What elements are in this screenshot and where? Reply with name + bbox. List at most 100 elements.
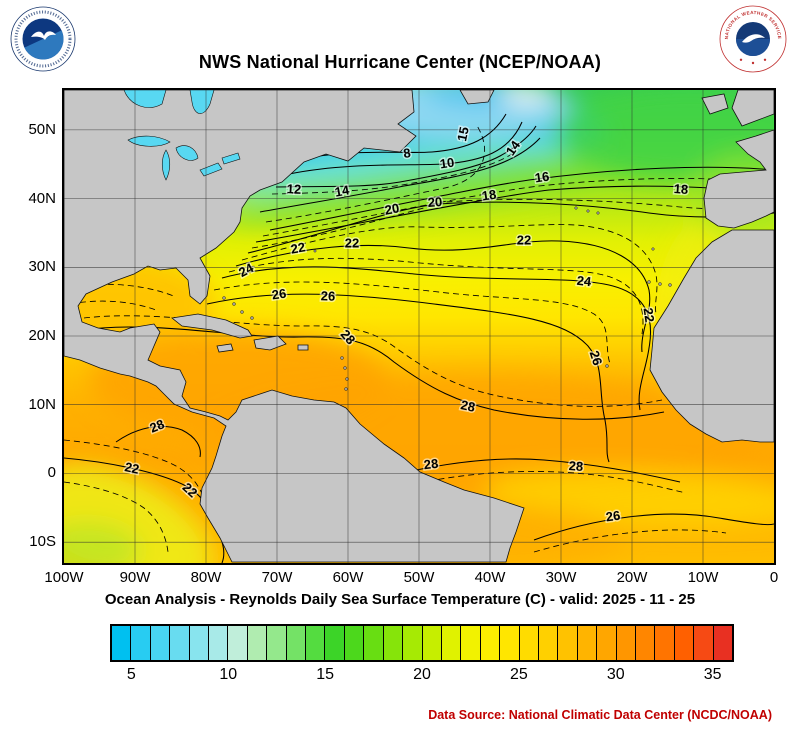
colorbar-cell (479, 626, 500, 660)
temperature-colorbar (110, 624, 734, 662)
colorbar-tick-label: 15 (316, 666, 335, 683)
colorbar-cell (285, 626, 306, 660)
contour-label: 20 (427, 194, 442, 210)
hudson-bay (123, 90, 167, 108)
lake-erie (199, 162, 223, 177)
lat-lon-grid (64, 90, 774, 563)
lon-tick-label: 30W (545, 569, 577, 586)
lon-tick-label: 70W (261, 569, 293, 586)
contour-label: 18 (481, 187, 497, 204)
colorbar-tick-label: 35 (703, 666, 722, 683)
lake-michigan (161, 149, 171, 181)
colorbar-cell (402, 626, 422, 660)
lat-tick-label: 0 (47, 464, 56, 482)
colorbar-cell (440, 626, 461, 660)
colorbar-cell (324, 626, 344, 660)
colorbar-scale: 5 10 15 20 25 30 35 (112, 666, 732, 688)
lakes-and-bays (123, 90, 241, 181)
colorbar-tick-label: 5 (126, 666, 136, 683)
colorbar-cell (615, 626, 635, 660)
greenland (459, 90, 495, 105)
colorbar-cell (343, 626, 364, 660)
lat-tick-label: 10S (29, 533, 56, 551)
colorbar-cell (130, 626, 150, 660)
contour-label: 12 (286, 181, 301, 197)
hispaniola (253, 335, 287, 351)
lon-tick-label: 20W (616, 569, 648, 586)
nws-star-icon (763, 58, 767, 61)
contour-label: 22 (290, 239, 307, 256)
contour-label: 28 (423, 456, 439, 472)
jamaica (216, 343, 234, 353)
lon-tick-label: 10W (687, 569, 719, 586)
colorbar-cell (634, 626, 655, 660)
lon-tick-label: 90W (119, 569, 151, 586)
lon-tick-label: 0 (769, 569, 779, 586)
colorbar-cell (382, 626, 403, 660)
contour-label: 24 (576, 273, 593, 290)
colorbar-cell (246, 626, 267, 660)
contour-label: 26 (271, 286, 287, 303)
colorbar-cell (149, 626, 170, 660)
page-title: NWS National Hurricane Center (NCEP/NOAA… (198, 52, 602, 72)
contour-label: 26 (605, 508, 621, 525)
colorbar-cell (518, 626, 538, 660)
nws-bird-icon (742, 34, 765, 43)
europe-iberia (703, 129, 774, 229)
lon-tick-label: 40W (474, 569, 506, 586)
lat-tick-label: 40N (28, 189, 56, 207)
contour-label: 15 (454, 125, 472, 142)
lat-tick-label: 20N (28, 327, 56, 345)
colorbar-cell (305, 626, 325, 660)
lon-tick-label: 50W (403, 569, 435, 586)
noaa-logo (10, 6, 76, 72)
colorbar-tick-label: 20 (413, 666, 431, 683)
colorbar-cell (208, 626, 228, 660)
nws-globe-sea (736, 39, 770, 56)
james-bay (189, 90, 215, 114)
colorbar-tick-label: 30 (606, 666, 625, 683)
ireland (701, 93, 729, 115)
colorbar-cell (421, 626, 441, 660)
lat-tick-label: 10N (28, 395, 56, 413)
colorbar-cell (654, 626, 674, 660)
nws-star-icon (739, 58, 743, 61)
contour-label: 14 (334, 182, 352, 199)
colorbar-cell (363, 626, 383, 660)
colorbar-cell (712, 626, 732, 660)
colorbar-cell (537, 626, 558, 660)
contour-label: 22 (345, 236, 359, 251)
colorbar-cell (499, 626, 519, 660)
contour-label: 22 (517, 233, 531, 248)
colorbar-cell (693, 626, 713, 660)
contour-label: 26 (587, 349, 606, 367)
lat-tick-label: 30N (28, 258, 56, 276)
colorbar-cell (188, 626, 209, 660)
contour-label: 22 (641, 307, 658, 323)
puerto-rico (297, 344, 309, 351)
map-frame: 8 10 12 14 14 15 16 18 18 20 20 22 22 22 22 24 24 26 26 26 2… (28, 88, 778, 586)
colorbar-cell (557, 626, 577, 660)
colorbar-cell (673, 626, 694, 660)
contour-label: 26 (321, 288, 336, 303)
lake-huron (175, 145, 199, 161)
lake-superior (127, 135, 171, 147)
contour-label: 18 (673, 181, 688, 197)
lon-tick-label: 80W (190, 569, 222, 586)
contour-label: 22 (123, 459, 140, 477)
contour-label: 28 (568, 458, 583, 474)
colorbar-cell (227, 626, 247, 660)
lake-ontario (221, 152, 241, 165)
lon-tick-label: 100W (44, 569, 84, 586)
colorbar-cell (169, 626, 189, 660)
noaa-seagull-icon (31, 31, 56, 40)
contour-label: 10 (439, 155, 455, 172)
colorbar-cell (460, 626, 480, 660)
contour-label: 28 (147, 416, 166, 435)
colorbar-cell (576, 626, 597, 660)
noaa-logo-sea (24, 30, 64, 60)
colorbar-tick-label: 25 (509, 666, 528, 683)
contour-label: 20 (384, 200, 401, 217)
